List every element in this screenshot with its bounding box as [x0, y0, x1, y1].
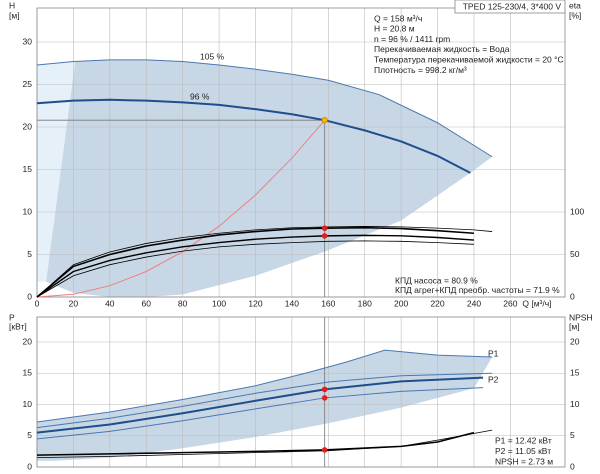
x-tick-label: 260: [503, 298, 517, 308]
operating-point: [321, 386, 328, 393]
x-tick-label: 20: [69, 298, 79, 308]
curve-label: 105 %: [200, 51, 225, 61]
envelope-area: [37, 61, 76, 282]
y-tick-label: 30: [23, 36, 33, 46]
y-tick-label: 5: [27, 249, 32, 259]
y2-axis-label: [м]: [569, 321, 580, 331]
y2-tick-label: 20: [570, 336, 580, 346]
y-tick-label: 20: [23, 336, 33, 346]
curve: [36, 226, 475, 298]
x-tick-label: 40: [105, 298, 115, 308]
x-tick-label: 100: [212, 298, 226, 308]
curve: [36, 429, 493, 459]
operating-point: [321, 225, 328, 232]
x-tick-label: 60: [142, 298, 152, 308]
curve-label: 96 %: [190, 91, 210, 101]
y-tick-label: 15: [23, 368, 33, 378]
info-line: Перекачиваемая жидкость = Вода: [374, 44, 510, 54]
curve: [36, 59, 493, 158]
y2-tick-label: 5: [570, 430, 575, 440]
curve-label: P2: [488, 374, 499, 384]
x-tick-label: 180: [358, 298, 372, 308]
curve: [36, 349, 493, 423]
operating-point: [321, 395, 328, 401]
x-tick-label: 200: [394, 298, 408, 308]
operating-point: [321, 117, 328, 124]
x-tick-label: 240: [467, 298, 481, 308]
plot-frame: [36, 316, 566, 468]
curve-label: P1: [488, 348, 499, 358]
y-tick-label: 15: [23, 164, 33, 174]
curve: [36, 372, 493, 429]
info-line: Плотность = 998.2 кг/м³: [374, 65, 467, 75]
result-line: P2 = 11.05 кВт: [495, 446, 551, 456]
operating-point: [321, 447, 328, 453]
y-tick-label: 0: [27, 461, 32, 471]
y-tick-label: 10: [23, 206, 33, 216]
y-axis-label: [м]: [9, 10, 20, 20]
y2-tick-label: 0: [570, 291, 575, 301]
y-tick-label: 20: [23, 121, 33, 131]
x-tick-label: 120: [248, 298, 262, 308]
y2-axis-label: NPSH: [569, 312, 593, 322]
y2-tick-label: 10: [570, 399, 580, 409]
y-axis-label: [кВт]: [9, 321, 27, 331]
y2-tick-label: 0: [570, 461, 575, 471]
curve: [36, 119, 326, 298]
y2-axis-label: eta: [569, 0, 581, 10]
title-box: [454, 0, 566, 14]
result-line: P1 = 12.42 кВт: [495, 435, 552, 445]
info-line: n = 96 % / 1411 rpm: [374, 34, 450, 44]
x-tick-label: 80: [178, 298, 188, 308]
result-line: NPSH = 2.73 м: [495, 456, 553, 466]
info-line: H = 20.8 м: [374, 24, 415, 34]
result-line: КПД агрег+КПД преобр. частоты = 71.9 %: [395, 285, 560, 295]
y2-tick-label: 100: [570, 206, 584, 216]
y2-tick-label: 15: [570, 368, 580, 378]
curve: [36, 226, 493, 298]
info-line: Q = 158 м³/ч: [374, 13, 422, 23]
chart-title: TPED 125-230/4, 3*400 V: [463, 1, 562, 11]
operating-point: [321, 233, 328, 239]
curve: [36, 98, 471, 174]
curve: [36, 234, 475, 298]
x-tick-label: 0: [35, 298, 40, 308]
y-tick-label: 10: [23, 399, 33, 409]
curve: [36, 240, 474, 298]
y-tick-label: 5: [27, 430, 32, 440]
y-axis-label: P: [9, 312, 15, 322]
plot-frame: [36, 7, 566, 298]
y-axis-label: H: [9, 0, 15, 10]
x-tick-label: 160: [321, 298, 335, 308]
x-tick-label: 140: [285, 298, 299, 308]
info-line: Температура перекачиваемой жидкости = 20…: [374, 54, 564, 64]
result-line: КПД насоса = 80.9 %: [395, 275, 478, 285]
y-tick-label: 25: [23, 79, 33, 89]
curve: [36, 376, 484, 434]
y2-axis-label: [%]: [569, 10, 581, 20]
curve: [36, 431, 475, 456]
x-tick-label: 220: [430, 298, 444, 308]
envelope-area: [46, 59, 493, 297]
x-axis-label: Q [м³/ч]: [522, 298, 551, 308]
y-tick-label: 0: [27, 291, 32, 301]
curve: [36, 387, 484, 440]
y2-tick-label: 50: [570, 249, 580, 259]
